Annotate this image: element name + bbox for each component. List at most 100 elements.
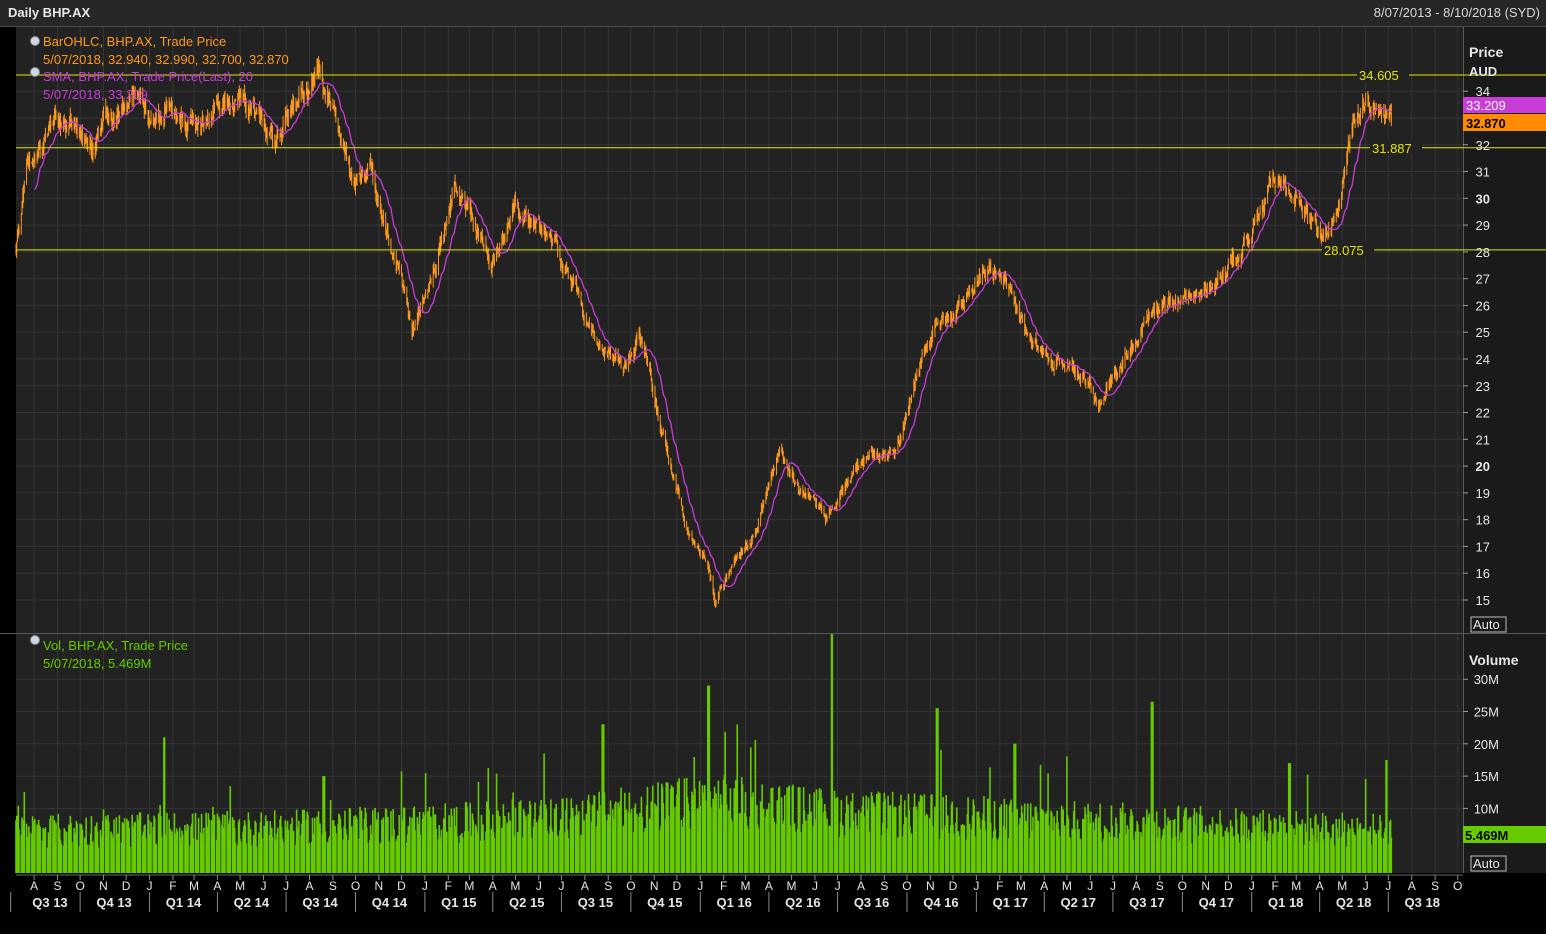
month-label: O — [902, 879, 911, 893]
month-label: J — [1110, 879, 1116, 893]
volume-value-badge-bg — [1463, 826, 1546, 843]
month-label: D — [122, 879, 131, 893]
reference-line-label: 28.075 — [1324, 243, 1364, 258]
month-label: J — [812, 879, 818, 893]
volume-axis[interactable]: 10M 15M 20M 25M 30M — [1463, 672, 1499, 816]
volume-bars — [15, 634, 1393, 873]
month-label: A — [1132, 879, 1140, 893]
price-tick-label: 15 — [1476, 593, 1490, 608]
month-label: M — [510, 879, 520, 893]
month-label: J — [283, 879, 289, 893]
volume-axis-title: Volume — [1469, 652, 1519, 668]
legend-volume-values: 5/07/2018, 5.469M — [43, 656, 151, 671]
month-label: S — [53, 879, 61, 893]
volume-value-badge: 5.469M — [1465, 828, 1508, 843]
legend-sma[interactable]: SMA, BHP.AX, Trade Price(Last), 20 5/07/… — [30, 67, 254, 103]
reference-line-label-bg — [1370, 139, 1422, 155]
month-label: A — [1408, 879, 1416, 893]
quarter-label: Q1 17 — [993, 895, 1028, 910]
time-axis-background — [0, 873, 1546, 934]
sma-value-badge-bg — [1463, 97, 1546, 113]
quarter-label: Q2 16 — [785, 895, 820, 910]
month-label: D — [397, 879, 406, 893]
month-label: A — [489, 879, 497, 893]
price-tick-label: 17 — [1476, 539, 1490, 554]
month-label: F — [169, 879, 176, 893]
price-tick-label: 19 — [1476, 486, 1490, 501]
month-label: M — [1291, 879, 1301, 893]
quarter-label: Q3 17 — [1129, 895, 1164, 910]
legend-volume[interactable]: Vol, BHP.AX, Trade Price 5/07/2018, 5.46… — [30, 635, 189, 672]
month-label: J — [536, 879, 542, 893]
sma-value-badge: 33.209 — [1466, 98, 1506, 113]
price-auto-button[interactable]: Auto — [1473, 617, 1500, 632]
month-label: A — [30, 879, 38, 893]
price-auto-button-bg[interactable] — [1470, 616, 1507, 633]
month-label: N — [650, 879, 659, 893]
month-label: A — [581, 879, 589, 893]
month-label: M — [189, 879, 199, 893]
month-label: J — [1363, 879, 1369, 893]
price-tick-label: 25 — [1476, 325, 1490, 340]
month-label: M — [464, 879, 474, 893]
reference-line-label: 31.887 — [1372, 141, 1412, 156]
quarter-label: Q3 14 — [302, 895, 338, 910]
quarter-label: Q4 15 — [647, 895, 682, 910]
month-label: J — [697, 879, 703, 893]
month-label: S — [1156, 879, 1164, 893]
price-tick-label: 28 — [1476, 245, 1490, 260]
volume-auto-button[interactable]: Auto — [1473, 856, 1500, 871]
month-label: J — [1385, 879, 1391, 893]
volume-auto-button-bg[interactable] — [1470, 855, 1507, 872]
price-tick-label: 24 — [1476, 352, 1490, 367]
price-tick-label: 23 — [1476, 379, 1490, 394]
legend-ohlc-icon[interactable] — [30, 36, 40, 46]
quarter-label: Q1 18 — [1268, 895, 1303, 910]
month-label: J — [1087, 879, 1093, 893]
legend-sma-values: 5/07/2018, 33.209 — [43, 87, 148, 102]
quarter-label: Q3 18 — [1405, 895, 1440, 910]
quarter-label: Q2 17 — [1061, 895, 1096, 910]
quarter-label: Q2 15 — [509, 895, 544, 910]
quarter-label: Q4 13 — [96, 895, 131, 910]
reference-lines[interactable]: 34.605 31.887 28.075 — [16, 67, 1546, 258]
quarter-label: Q3 16 — [854, 895, 889, 910]
month-label: M — [235, 879, 245, 893]
last-price-badge-bg — [1463, 114, 1546, 131]
reference-line-label-bg — [1322, 241, 1374, 257]
volume-tick-label: 15M — [1474, 769, 1499, 784]
month-label: F — [445, 879, 452, 893]
month-label: F — [1271, 879, 1278, 893]
month-label: J — [260, 879, 266, 893]
price-tick-label: 16 — [1476, 566, 1490, 581]
price-tick-label: 26 — [1476, 298, 1490, 313]
volume-tick-label: 10M — [1474, 801, 1499, 816]
volume-tick-label: 25M — [1474, 705, 1499, 720]
month-label: M — [1016, 879, 1026, 893]
month-label: A — [213, 879, 221, 893]
quarter-label: Q2 14 — [234, 895, 270, 910]
grid — [16, 27, 1463, 873]
legend-volume-icon[interactable] — [30, 635, 40, 645]
sma-line — [34, 82, 1392, 588]
legend-ohlc-values: 5/07/2018, 32.940, 32.990, 32.700, 32.87… — [43, 52, 289, 67]
month-label: A — [857, 879, 865, 893]
month-label: J — [558, 879, 564, 893]
month-label: J — [1249, 879, 1255, 893]
price-tick-label: 21 — [1476, 432, 1490, 447]
month-label: S — [604, 879, 612, 893]
date-range[interactable]: 8/07/2013 - 8/10/2018 (SYD) — [1373, 5, 1540, 20]
legend-ohlc-title: BarOHLC, BHP.AX, Trade Price — [43, 34, 226, 49]
month-label: S — [329, 879, 337, 893]
chart-title: Daily BHP.AX — [8, 5, 91, 20]
quarter-label: Q1 16 — [717, 895, 752, 910]
price-tick-label: 29 — [1476, 218, 1490, 233]
month-label: N — [375, 879, 384, 893]
legend-sma-icon[interactable] — [30, 67, 40, 77]
title-bar: Daily BHP.AX 8/07/2013 - 8/10/2018 (SYD) — [0, 0, 1546, 27]
legend-ohlc[interactable]: BarOHLC, BHP.AX, Trade Price 5/07/2018, … — [30, 34, 289, 67]
quarter-label: Q3 13 — [32, 895, 67, 910]
